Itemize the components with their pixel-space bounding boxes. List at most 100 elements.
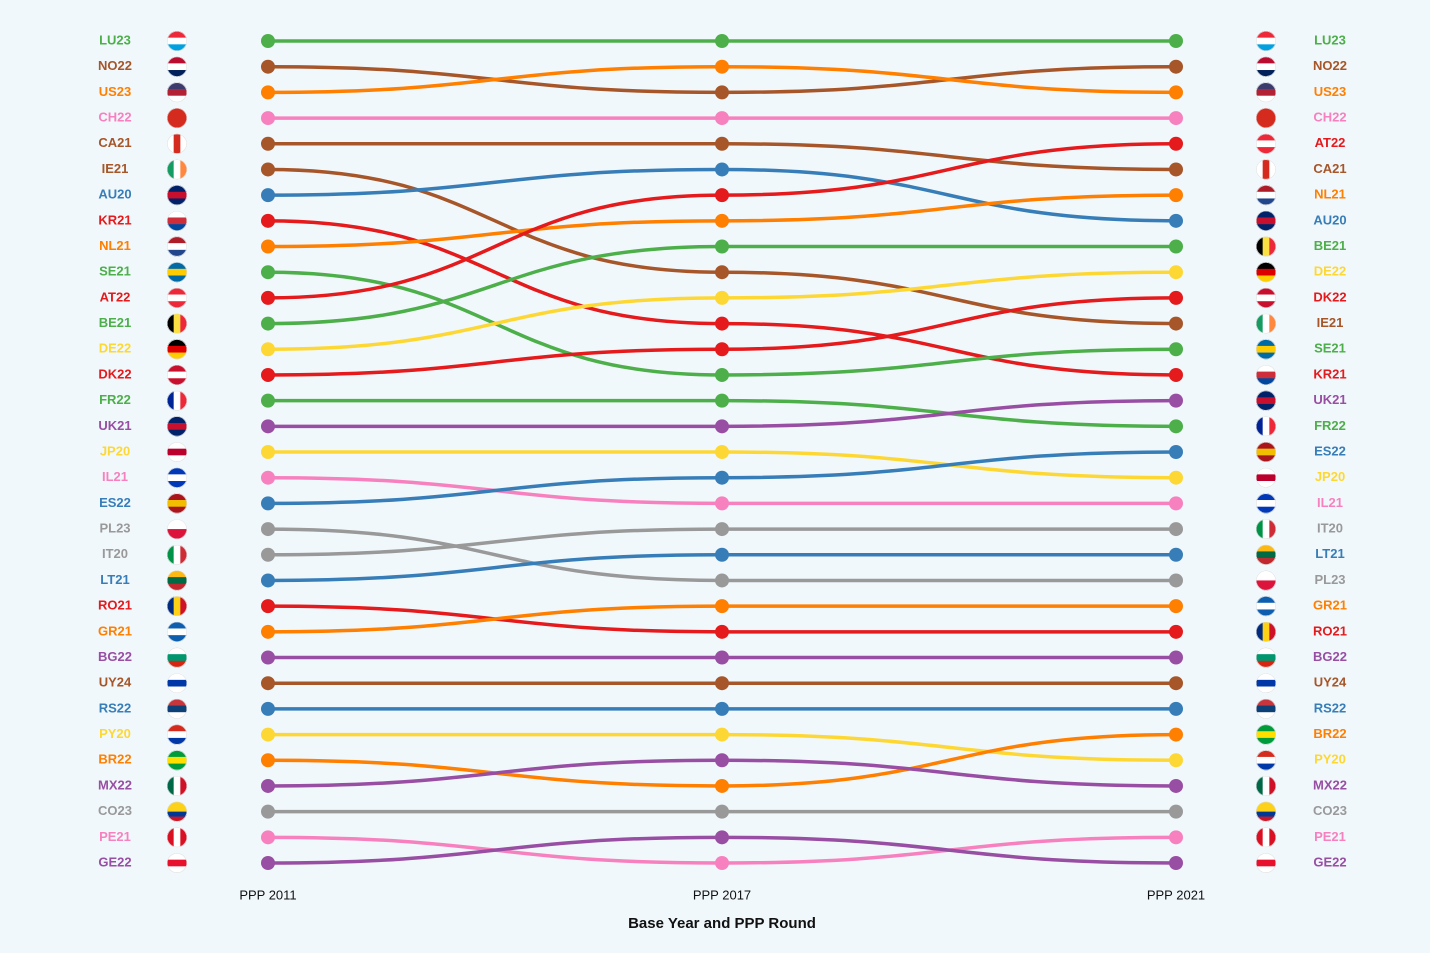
right-label: CO23 (1313, 803, 1347, 818)
marker (715, 136, 729, 151)
flag (1256, 287, 1276, 308)
right-label: PL23 (1314, 572, 1345, 587)
marker (261, 34, 275, 48)
right-label: GE22 (1313, 854, 1346, 869)
marker (715, 624, 729, 639)
marker (261, 85, 275, 100)
left-label: AT22 (100, 289, 131, 304)
flag (167, 236, 187, 257)
flag (1256, 519, 1276, 540)
marker (715, 34, 729, 48)
marker (261, 290, 275, 305)
flag (167, 570, 187, 591)
flag (167, 647, 187, 668)
flag (1256, 442, 1276, 462)
marker (715, 573, 729, 588)
flag (167, 621, 187, 642)
x-axis-label: Base Year and PPP Round (628, 915, 816, 932)
right-label: PE21 (1314, 829, 1346, 844)
right-label: NL21 (1314, 187, 1346, 202)
right-label: AU20 (1313, 212, 1346, 227)
marker (261, 573, 275, 588)
marker (1169, 85, 1183, 100)
marker (715, 856, 729, 870)
right-label: SE21 (1314, 341, 1346, 356)
marker (1169, 727, 1183, 742)
marker (1169, 599, 1183, 614)
marker (715, 85, 729, 100)
marker (715, 59, 729, 74)
flag (1256, 647, 1276, 668)
marker (261, 316, 275, 331)
right-label: DK22 (1313, 289, 1346, 304)
marker (1169, 547, 1183, 562)
x-tick-label: PPP 2011 (239, 887, 296, 902)
marker (1169, 136, 1183, 151)
marker (261, 445, 275, 459)
marker (261, 470, 275, 485)
marker (715, 727, 729, 742)
left-label: LT21 (100, 572, 129, 587)
marker (261, 599, 275, 614)
marker (1169, 573, 1183, 588)
flag (1256, 570, 1276, 591)
marker (261, 342, 275, 357)
marker (1169, 265, 1183, 280)
flag (1256, 596, 1276, 617)
marker (261, 650, 275, 665)
marker (1169, 804, 1183, 819)
flag (1256, 82, 1276, 103)
marker (261, 496, 275, 511)
flag (1256, 108, 1276, 129)
flag (1256, 724, 1276, 745)
left-label: RS22 (99, 700, 132, 715)
flag (167, 31, 187, 51)
marker (261, 188, 275, 203)
flag (167, 339, 187, 360)
flag (1256, 698, 1276, 719)
marker (715, 239, 729, 254)
marker (1169, 445, 1183, 459)
flag (167, 750, 187, 771)
marker (715, 188, 729, 203)
flag (167, 724, 187, 745)
left-label: JP20 (100, 443, 130, 458)
marker (715, 830, 729, 845)
flag (1256, 775, 1276, 796)
marker (715, 265, 729, 280)
marker (715, 393, 729, 408)
flag (1256, 339, 1276, 360)
flag (167, 416, 187, 437)
flag (1256, 210, 1276, 231)
flag (167, 364, 187, 385)
left-label: NO22 (98, 58, 132, 73)
flag (1256, 416, 1276, 437)
marker (715, 367, 729, 382)
right-label: NO22 (1313, 58, 1347, 73)
left-label: LU23 (99, 32, 131, 47)
flag (1256, 262, 1276, 283)
left-label: GR21 (98, 623, 132, 638)
marker (1169, 213, 1183, 228)
series-line (267, 244, 1176, 326)
flag (1256, 621, 1276, 642)
left-label: MX22 (98, 777, 132, 792)
marker (715, 522, 729, 537)
marker (1169, 290, 1183, 305)
flag (1256, 133, 1276, 154)
marker (1169, 856, 1183, 870)
marker (261, 419, 275, 434)
marker (261, 753, 275, 768)
right-label: PY20 (1314, 752, 1346, 767)
flag (167, 287, 187, 308)
marker (261, 676, 275, 691)
marker (261, 213, 275, 228)
marker (261, 162, 275, 177)
right-label: RS22 (1314, 700, 1347, 715)
marker (261, 778, 275, 793)
flag (167, 82, 187, 103)
right-label: LT21 (1315, 546, 1344, 561)
flag (167, 801, 187, 822)
flag (167, 596, 187, 617)
